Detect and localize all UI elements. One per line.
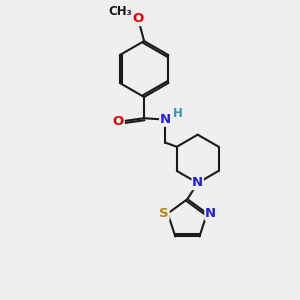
Text: N: N <box>160 113 171 126</box>
Text: H: H <box>173 107 183 120</box>
Text: O: O <box>113 115 124 128</box>
Text: N: N <box>192 176 203 190</box>
Text: CH₃: CH₃ <box>108 5 132 18</box>
Text: S: S <box>159 207 169 220</box>
Text: N: N <box>205 207 216 220</box>
Text: O: O <box>133 13 144 26</box>
